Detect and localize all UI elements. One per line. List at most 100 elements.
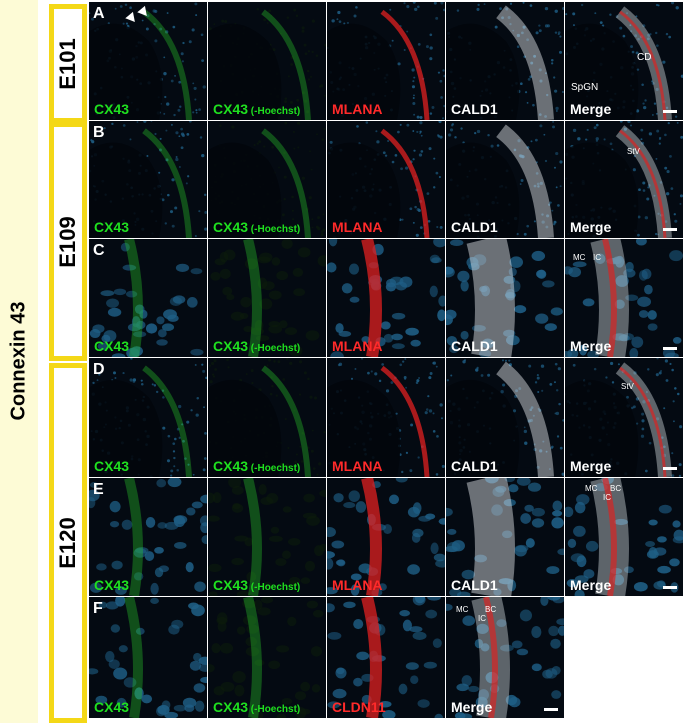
panel-letter: E: [93, 481, 104, 498]
scale-bar: [544, 708, 558, 711]
channel-label: MLANA: [332, 338, 383, 354]
micrograph-panel: MLANA: [327, 358, 446, 478]
channel-name: Merge: [570, 101, 612, 117]
micrograph-panel: Merge MC BC IC: [565, 478, 684, 597]
channel-name: CX43: [213, 101, 249, 117]
micrograph-panel: Merge CD SpGN: [565, 2, 684, 121]
panel-row: B CX43 CX43 (-Hoechst) MLANA CALD1 Merge StV: [89, 121, 685, 239]
micrograph-panel: CX43 (-Hoechst): [208, 2, 327, 121]
micrograph-panel: Merge StV: [565, 121, 684, 239]
panel-row: A CX43 CX43 (-Hoechst) MLANA CALD1 Merge CD SpG…: [89, 2, 685, 121]
micrograph-panel: CALD1: [446, 121, 565, 239]
channel-label: Merge: [570, 101, 611, 117]
micrograph-panel: Merge StV: [565, 358, 684, 478]
channel-suffix: (-Hoechst): [248, 463, 301, 474]
panel-letter: C: [93, 242, 105, 259]
region-annotation: StV: [627, 147, 640, 156]
age-box-e120: E120: [49, 363, 87, 723]
channel-label: MLANA: [332, 577, 383, 593]
micrograph-panel: E CX43: [89, 478, 208, 597]
micrograph-panel: CX43 (-Hoechst): [208, 597, 327, 719]
channel-label: CALD1: [451, 458, 498, 474]
channel-label: Merge: [570, 577, 611, 593]
channel-name: MLANA: [332, 458, 383, 474]
channel-name: CALD1: [451, 101, 498, 117]
region-annotation: SpGN: [571, 82, 599, 93]
region-annotation: CD: [637, 52, 652, 63]
panel-letter: D: [93, 361, 105, 378]
channel-label: MLANA: [332, 458, 383, 474]
scale-bar: [663, 586, 677, 589]
micrograph-panel: CX43 (-Hoechst): [208, 239, 327, 358]
channel-label: MLANA: [332, 219, 383, 235]
channel-suffix: (-Hoechst): [248, 582, 301, 593]
micrograph-panel: A CX43: [89, 2, 208, 121]
channel-name: CX43: [94, 338, 130, 354]
micrograph-panel: F CX43: [89, 597, 208, 719]
channel-label: Merge: [570, 458, 611, 474]
channel-name: CX43: [213, 458, 249, 474]
micrograph-panel: Merge MC IC: [565, 239, 684, 358]
channel-name: CALD1: [451, 577, 498, 593]
channel-name: MLANA: [332, 101, 383, 117]
age-label: E109: [55, 215, 80, 268]
channel-label: CX43 (-Hoechst): [213, 699, 300, 715]
channel-label: CLDN11: [332, 699, 386, 715]
region-annotation: BC: [485, 605, 497, 614]
channel-label: Merge: [451, 699, 492, 715]
channel-label: CALD1: [451, 577, 498, 593]
channel-label: CX43 (-Hoechst): [213, 338, 300, 354]
channel-name: Merge: [570, 219, 612, 235]
channel-name: CX43: [94, 219, 130, 235]
channel-name: CX43: [94, 458, 130, 474]
channel-suffix: (-Hoechst): [248, 224, 301, 235]
channel-name: CX43: [213, 699, 249, 715]
channel-suffix: (-Hoechst): [248, 106, 301, 117]
scale-bar: [663, 467, 677, 470]
panel-row: E CX43 CX43 (-Hoechst) MLANA CALD1 Merge MC BC I…: [89, 478, 685, 597]
micrograph-panel: D CX43: [89, 358, 208, 478]
channel-name: MLANA: [332, 219, 383, 235]
age-box-e109: E109: [49, 122, 87, 361]
channel-label: CALD1: [451, 338, 498, 354]
region-annotation: MC: [585, 484, 598, 493]
micrograph-panel: MLANA: [327, 121, 446, 239]
region-annotation: MC: [573, 253, 586, 262]
region-annotation: MC: [456, 605, 469, 614]
channel-name: Merge: [451, 699, 493, 715]
channel-suffix: (-Hoechst): [248, 704, 301, 715]
side-label: Connexin 43: [7, 301, 30, 421]
channel-name: CX43: [94, 577, 130, 593]
micrograph-panel: CALD1: [446, 358, 565, 478]
channel-name: CX43: [213, 577, 249, 593]
panel-letter: F: [93, 600, 103, 617]
channel-label: CX43: [94, 699, 129, 715]
region-annotation: IC: [478, 614, 486, 623]
micrograph-grid: A CX43 CX43 (-Hoechst) MLANA CALD1 Merge CD SpG…: [89, 2, 685, 719]
panel-letter: A: [93, 5, 105, 22]
micrograph-panel: CALD1: [446, 239, 565, 358]
micrograph-panel: Merge MC BC IC: [446, 597, 565, 719]
channel-label: CALD1: [451, 219, 498, 235]
channel-label: CX43 (-Hoechst): [213, 577, 300, 593]
region-annotation: StV: [621, 382, 634, 391]
channel-name: CX43: [213, 219, 249, 235]
micrograph-panel: MLANA: [327, 2, 446, 121]
panel-row: C CX43 CX43 (-Hoechst) MLANA CALD1 Merge MC IC: [89, 239, 685, 358]
micrograph-panel: CALD1: [446, 478, 565, 597]
micrograph-panel: CX43 (-Hoechst): [208, 478, 327, 597]
channel-label: CX43 (-Hoechst): [213, 219, 300, 235]
scale-bar: [663, 110, 677, 113]
side-strip: Connexin 43: [0, 0, 38, 723]
channel-label: CX43: [94, 338, 129, 354]
micrograph-panel: CLDN11: [327, 597, 446, 719]
micrograph-panel: MLANA: [327, 239, 446, 358]
channel-label: CX43: [94, 458, 129, 474]
micrograph-panel: B CX43: [89, 121, 208, 239]
panel-letter: B: [93, 124, 105, 141]
panel-row: D CX43 CX43 (-Hoechst) MLANA CALD1 Merge StV: [89, 358, 685, 478]
scale-bar: [663, 228, 677, 231]
channel-name: MLANA: [332, 338, 383, 354]
channel-label: CX43: [94, 577, 129, 593]
channel-name: Merge: [570, 577, 612, 593]
